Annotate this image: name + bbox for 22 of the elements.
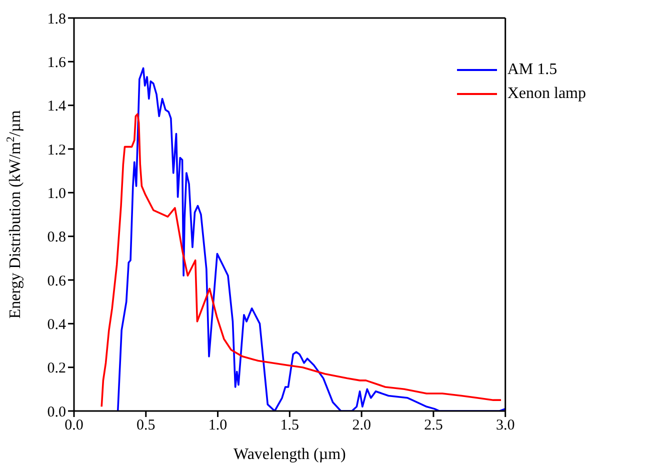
y-tick-label: 1.4: [47, 98, 66, 115]
x-tick-label: 0.5: [136, 418, 156, 434]
x-tick-label: 1.5: [280, 418, 300, 434]
legend-label: AM 1.5: [507, 61, 558, 79]
legend-label: Xenon lamp: [507, 85, 586, 103]
x-tick-label: 2.5: [424, 418, 443, 434]
x-tick-label: 3.0: [496, 418, 515, 434]
y-tick-label: 0.4: [47, 316, 66, 333]
y-tick-label: 0.2: [47, 360, 66, 377]
line-series: [100, 113, 502, 408]
x-tick-label: 2.0: [352, 418, 371, 434]
line-series: [116, 67, 506, 411]
y-tick-label: 1.0: [47, 186, 66, 202]
y-tick-label: 0.8: [47, 230, 66, 246]
x-axis-title: Wavelength (µm): [234, 446, 346, 463]
y-tick-label: 1.2: [47, 142, 66, 158]
y-tick-label: 0.6: [47, 273, 66, 290]
x-tick-label: 0.0: [64, 418, 84, 434]
x-tick-label: 1.0: [208, 418, 228, 434]
y-tick-label: 0.0: [47, 404, 66, 420]
y-tick-label: 1.8: [47, 11, 66, 28]
y-tick-label: 1.6: [47, 54, 66, 71]
